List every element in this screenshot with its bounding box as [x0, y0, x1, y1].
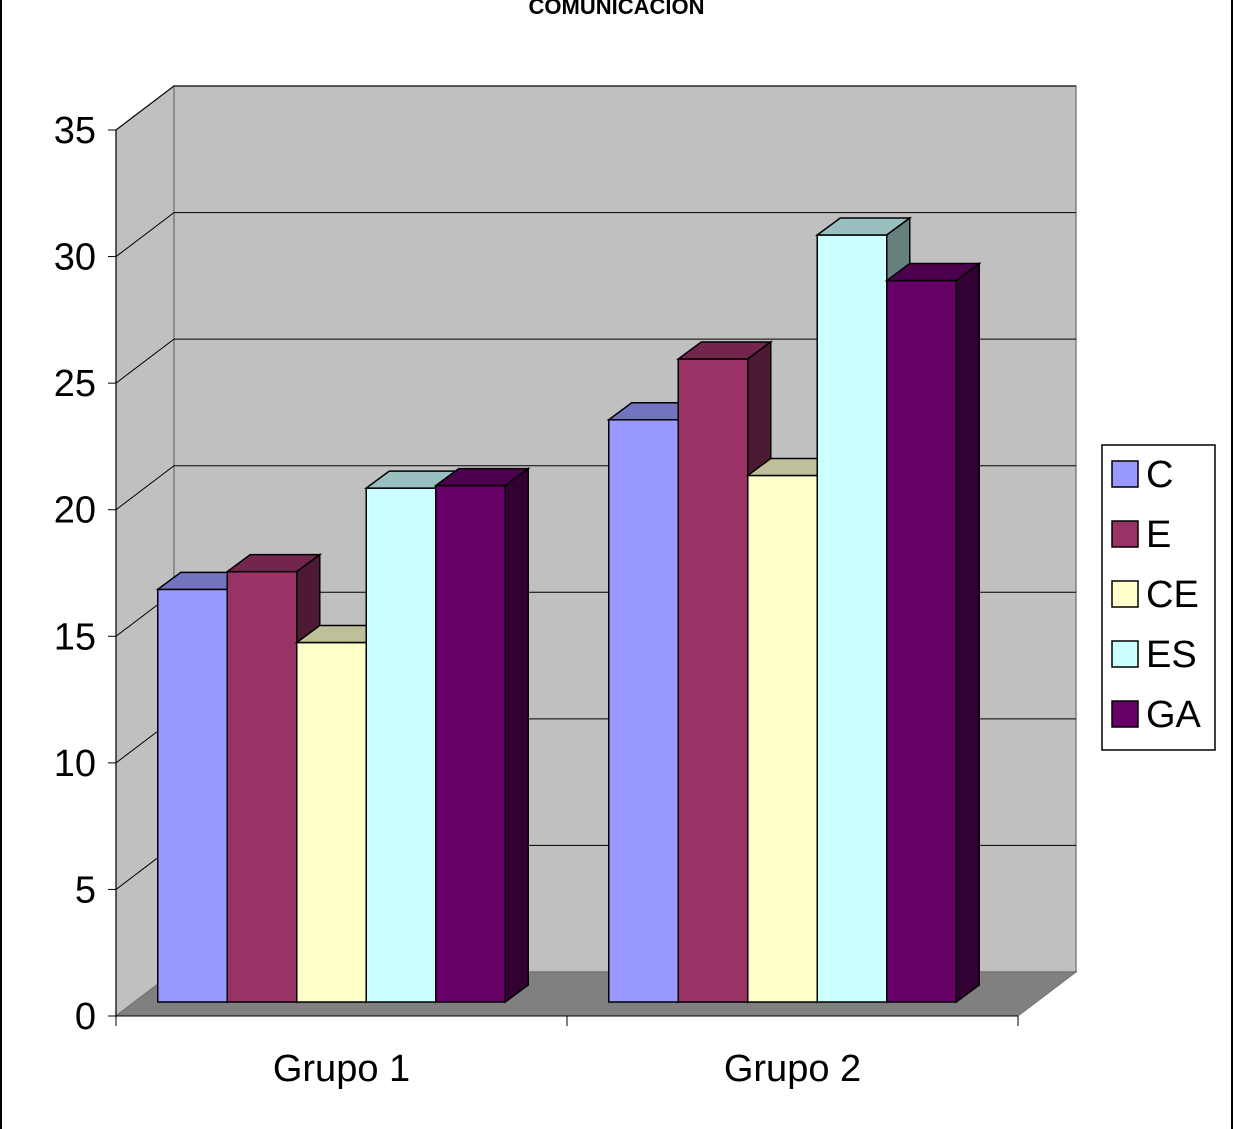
- legend-item: C: [1111, 454, 1173, 496]
- gridline: [115, 85, 1076, 131]
- x-tick-label: Grupo 1: [273, 1048, 410, 1090]
- legend-swatch: [1111, 700, 1139, 728]
- bar-front: [747, 474, 818, 1003]
- bar-front: [608, 419, 679, 1003]
- legend-item: CE: [1111, 574, 1199, 616]
- bar-grupo-1-ga: [433, 467, 531, 1004]
- bar-front: [157, 588, 228, 1003]
- gridline: [115, 212, 1076, 257]
- bar-front: [365, 487, 437, 1003]
- legend-swatch: [1111, 580, 1139, 608]
- legend-swatch: [1111, 460, 1139, 488]
- legend-label: E: [1146, 514, 1171, 556]
- legend-item: GA: [1111, 694, 1202, 736]
- y-tick-label: 15: [54, 616, 96, 658]
- y-tick-label: 25: [54, 363, 96, 405]
- legend-swatch: [1111, 520, 1139, 548]
- y-tick-label: 10: [54, 743, 96, 785]
- bar-front: [435, 484, 506, 1003]
- gridline: [115, 338, 1076, 384]
- y-tick-label: 35: [54, 110, 96, 152]
- bar-front: [296, 641, 367, 1003]
- bar-grupo-2-ga: [884, 262, 982, 1004]
- bar-side: [955, 262, 980, 1004]
- bar-side: [504, 467, 529, 1004]
- axes: 0 5 10 15 20 25 30 35 Grupo 1 Grupo 2: [54, 110, 1019, 1090]
- legend-item: E: [1111, 514, 1171, 556]
- y-tick-label: 30: [54, 237, 96, 279]
- legend-label: ES: [1146, 634, 1197, 676]
- legend-label: CE: [1146, 574, 1199, 616]
- legend-item: ES: [1111, 634, 1197, 676]
- bars: [155, 216, 982, 1004]
- bar-front: [886, 279, 957, 1003]
- y-tick-label: 20: [54, 490, 96, 532]
- legend: CE CE ES GA: [1101, 444, 1216, 751]
- legend-label: GA: [1146, 694, 1202, 736]
- bar-front: [677, 358, 749, 1003]
- legend-label: C: [1146, 454, 1173, 496]
- x-tick-label: Grupo 2: [724, 1048, 861, 1090]
- chart-title: COMUNICACION: [528, 0, 705, 19]
- bar-front: [816, 234, 888, 1003]
- legend-swatch: [1111, 640, 1139, 668]
- y-tick-label: 0: [75, 996, 96, 1038]
- bar-front: [226, 570, 298, 1003]
- y-tick-label: 5: [75, 869, 96, 911]
